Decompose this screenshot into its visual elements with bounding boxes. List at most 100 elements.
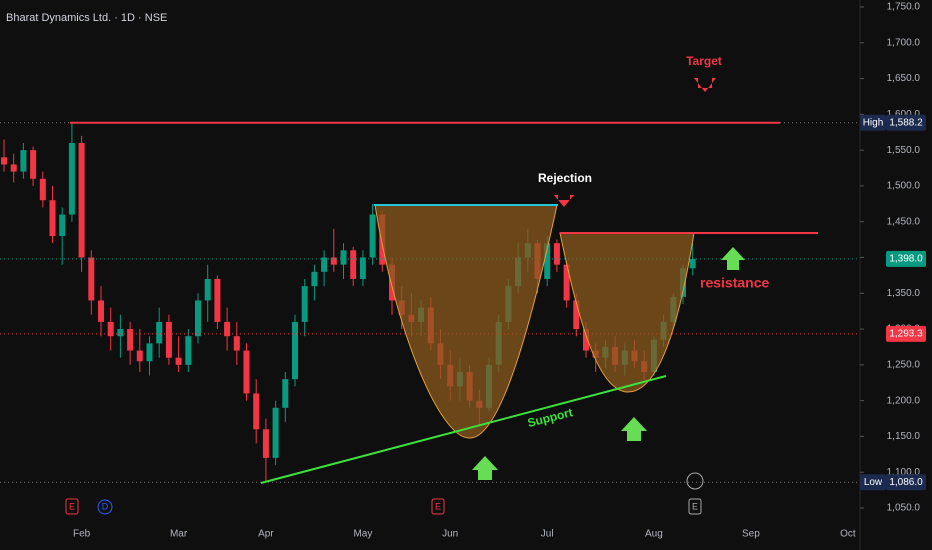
- candle-body: [185, 336, 192, 365]
- chart-title: Bharat Dynamics Ltd. · 1D · NSE: [6, 12, 167, 24]
- candle-body: [224, 321, 231, 337]
- candle-body: [321, 257, 328, 272]
- annotation: resistance: [700, 275, 769, 291]
- candle-body: [204, 278, 211, 301]
- candle-body: [136, 350, 143, 362]
- price-badge-label: [860, 114, 886, 131]
- candle-body: [68, 142, 75, 215]
- candle-body: [88, 257, 95, 301]
- price-badge-value: 1,293.3: [889, 329, 923, 340]
- candle-body: [359, 257, 366, 279]
- price-badge-text: High: [863, 117, 884, 128]
- candle-body: [10, 164, 17, 172]
- y-tick-label: 1,700.0: [887, 37, 921, 48]
- candle-body: [272, 407, 279, 458]
- candle-body: [689, 258, 696, 269]
- cup-right: [559, 232, 695, 393]
- y-tick-label: 1,450.0: [887, 216, 921, 227]
- candle-body: [59, 214, 66, 237]
- y-tick-label: 1,500.0: [887, 181, 921, 192]
- candle-body: [1, 157, 7, 165]
- arrow-down: [694, 78, 716, 92]
- x-tick-label: Feb: [73, 529, 91, 540]
- candle-body: [369, 214, 376, 258]
- icon-glyph: D: [102, 501, 109, 511]
- x-tick-label: Sep: [742, 529, 760, 540]
- candle-body: [117, 329, 124, 337]
- arrow-up: [721, 247, 745, 270]
- candle-body: [553, 243, 560, 265]
- cup-left: [374, 204, 558, 439]
- candle-body: [282, 379, 289, 408]
- y-tick-label: 1,600.0: [887, 109, 921, 120]
- event-icons: E D E E: [65, 472, 704, 515]
- candle-body: [563, 264, 570, 301]
- candle-body: [340, 250, 347, 265]
- y-tick-label: 1,750.0: [887, 2, 921, 13]
- x-tick-label: Jun: [442, 529, 458, 540]
- earnings-icon[interactable]: [431, 498, 445, 515]
- candle-body: [20, 150, 27, 172]
- arrow-down: [554, 195, 574, 207]
- candle-body: [311, 271, 318, 287]
- candle-body: [98, 300, 104, 322]
- price-badge-label: [860, 474, 886, 491]
- price-badge-text: Low: [864, 477, 883, 488]
- candle-body: [253, 393, 260, 430]
- candle-body: [243, 350, 250, 394]
- y-tick-label: 1,550.0: [887, 145, 921, 156]
- price-badge-value: 1,398.0: [889, 254, 923, 265]
- y-tick-label: 1,250.0: [887, 359, 921, 370]
- arrow-up: [621, 417, 647, 441]
- candle-body: [146, 343, 153, 362]
- candle-body: [233, 336, 240, 351]
- icon-glyph: E: [435, 501, 441, 511]
- y-tick-label: 1,100.0: [887, 467, 921, 478]
- y-tick-label: 1,200.0: [887, 395, 921, 406]
- x-tick-label: Oct: [840, 529, 856, 540]
- x-tick-label: Apr: [258, 529, 274, 540]
- candle-body: [175, 357, 182, 365]
- candle-body: [330, 257, 337, 265]
- x-tick-label: Mar: [170, 529, 188, 540]
- y-tick-label: 1,150.0: [887, 431, 921, 442]
- candle-body: [262, 429, 269, 458]
- candle-body: [107, 321, 114, 337]
- candle-body: [156, 321, 163, 344]
- price-badge-value: 1,086.0: [889, 477, 923, 488]
- y-tick-label: 1,350.0: [887, 288, 921, 299]
- earnings-icon[interactable]: [688, 498, 702, 515]
- x-tick-label: Aug: [645, 529, 663, 540]
- earnings-icon[interactable]: [65, 498, 79, 515]
- x-tick-label: Jul: [541, 529, 554, 540]
- candle-body: [214, 278, 221, 322]
- event-icon[interactable]: [686, 472, 704, 490]
- candle-body: [292, 321, 298, 380]
- candle-body: [78, 142, 85, 258]
- candle-body: [583, 329, 589, 351]
- icon-glyph: E: [69, 501, 75, 511]
- price-badge: [886, 325, 926, 342]
- y-tick-label: 1,650.0: [887, 73, 921, 84]
- arrow-up: [472, 456, 498, 480]
- price-badge: [886, 250, 926, 267]
- price-badge-value: 1,588.2: [889, 117, 923, 128]
- price-badge: [886, 474, 926, 491]
- support-line: [260, 375, 667, 484]
- icon-glyph: E: [692, 501, 698, 511]
- candle-body: [544, 243, 551, 279]
- candle-body: [573, 300, 580, 330]
- candle-body: [301, 286, 308, 322]
- candle-body: [49, 200, 56, 237]
- price-badge: [886, 114, 926, 131]
- dividend-icon[interactable]: [97, 499, 113, 515]
- annotation: Rejection: [538, 171, 592, 185]
- candle-body: [127, 329, 134, 351]
- candle-body: [39, 178, 46, 201]
- candle-body: [195, 300, 201, 337]
- y-tick-label: 1,050.0: [887, 503, 921, 514]
- annotation: Target: [686, 54, 722, 68]
- candle-body: [350, 250, 357, 279]
- candle-body: [165, 321, 172, 358]
